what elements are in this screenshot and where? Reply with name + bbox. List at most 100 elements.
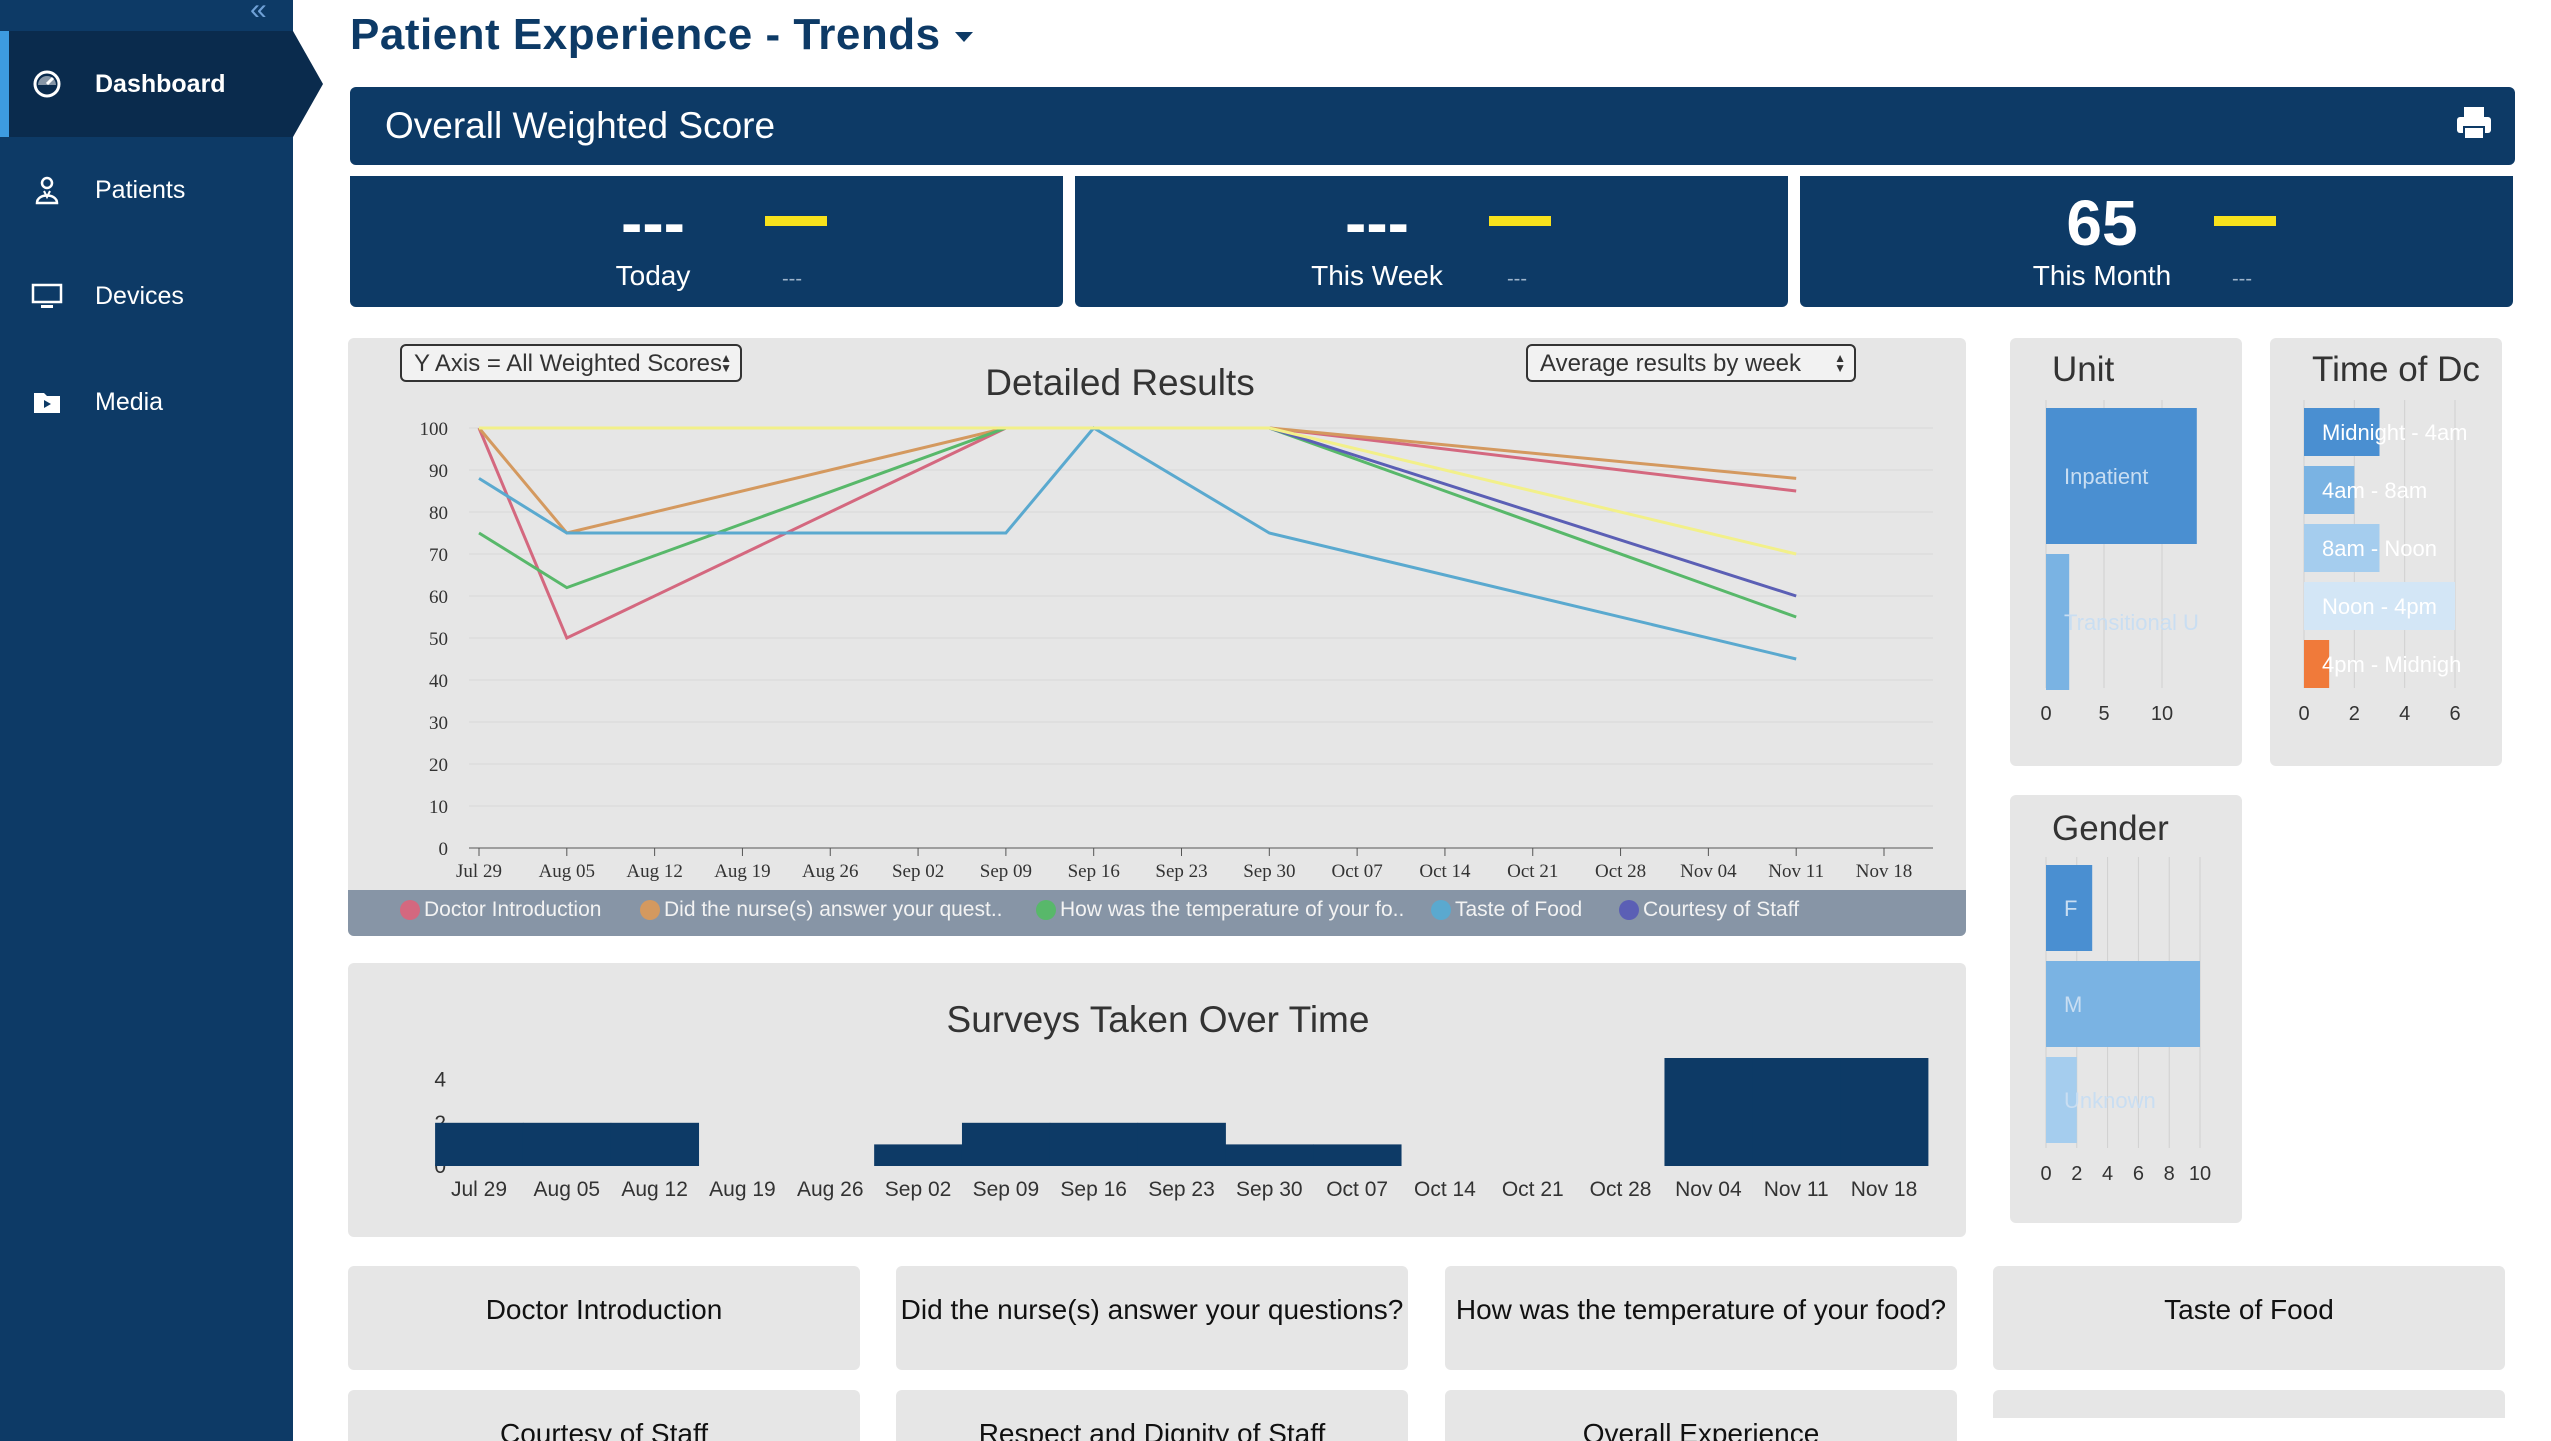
x-tick-label: 10 [2151,703,2173,725]
period-select[interactable]: Average results by week ▲ ▼ [1526,344,1856,382]
x-tick-label: Sep 09 [980,861,1032,882]
category-bar [2046,865,2093,951]
x-tick-label: Sep 30 [1236,1178,1303,1201]
x-tick-label: Oct 14 [1414,1178,1476,1201]
gender-chart: 0 2 4 6 8 10 F M Unknown [2040,857,2211,1185]
double-chevron-left-icon[interactable]: « [250,0,267,26]
x-tick-label: 0 [2040,703,2051,725]
survey-bar [1049,1122,1139,1166]
question-card-food-temperature[interactable]: How was the temperature of your food? [1445,1266,1957,1370]
sidebar-item-dashboard[interactable]: Dashboard [0,31,323,137]
kpi-trend-bar [765,216,827,226]
x-tick-label: 5 [2098,703,2109,725]
category-label: F [2064,896,2077,921]
printer-icon[interactable] [2455,105,2493,141]
y-tick-label: 70 [429,545,448,566]
question-card-label: Courtesy of Staff [499,1418,709,1441]
y-tick-label: 80 [429,503,448,524]
question-card-taste-of-food[interactable]: Taste of Food [1993,1266,2505,1370]
y-axis-select[interactable]: Y Axis = All Weighted Scores ▲ ▼ [400,344,742,382]
page-title[interactable]: Patient Experience - Trends [350,10,973,60]
survey-bar [522,1122,612,1166]
y-tick-label: 0 [439,839,449,860]
score-header: Overall Weighted Score [350,87,2515,165]
x-tick-label: Oct 28 [1590,1178,1652,1201]
x-tick-label: Jul 29 [451,1178,507,1201]
series-line [477,426,1797,535]
category-bar [2046,408,2197,544]
time-of-day-panel: Time of Dc 0 2 4 6 Midnight - 4am 4am - 8am 8a… [2270,338,2502,766]
patient-icon [30,173,64,207]
x-tick-label: Aug 19 [714,861,770,882]
x-tick-label: 6 [2133,1163,2144,1185]
detailed-results-panel: Y Axis = All Weighted Scores ▲ ▼ Detailed … [348,338,1966,936]
caret-down-icon [954,32,973,43]
score-title: Overall Weighted Score [385,105,776,146]
series-line [479,426,1797,556]
question-card-respect-dignity[interactable]: Respect and Dignity of Staff [896,1390,1408,1441]
kpi-this-week: --- This Week --- [1075,176,1788,307]
y-tick-label: 10 [429,797,448,818]
kpi-label: This Week [1311,260,1443,291]
chart-legend: Doctor Introduction Did the nurse(s) answ… [348,890,1966,936]
sidebar-item-media[interactable]: Media [0,349,293,455]
dashboard-icon [30,67,64,101]
sidebar-item-devices[interactable]: Devices [0,243,293,349]
x-tick-label: Aug 12 [626,861,682,882]
x-tick-label: Aug 26 [802,861,858,882]
kpi-trend-bar [2214,216,2276,226]
legend-item[interactable]: Did the nurse(s) answer your quest.. [640,898,1002,922]
survey-bar [435,1122,524,1166]
category-label: M [2064,992,2082,1017]
x-tick-label: Nov 11 [1768,861,1824,882]
survey-bar [1664,1058,1753,1166]
kpi-today: --- Today --- [350,176,1063,307]
survey-bar [1225,1144,1314,1166]
legend-dot-icon [1036,900,1056,920]
y-axis-select-value: Y Axis = All Weighted Scores [414,350,722,377]
select-arrows-icon: ▲ ▼ [1834,351,1846,375]
sidebar-item-patients[interactable]: Patients [0,137,293,243]
category-label: Noon - 4pm [2322,594,2437,619]
survey-bar [1137,1122,1226,1166]
question-card-label: Overall Experience [1582,1418,1820,1441]
question-card-courtesy-of-staff[interactable]: Courtesy of Staff [348,1390,860,1441]
x-tick-label: Nov 04 [1680,861,1737,882]
monitor-icon [30,279,64,313]
x-tick-label: Aug 12 [621,1178,688,1201]
x-tick-label: Nov 18 [1851,1178,1918,1201]
series-line [478,426,1797,661]
media-folder-icon [30,385,64,419]
question-card-nurse-answer[interactable]: Did the nurse(s) answer your questions? [896,1266,1408,1370]
legend-dot-icon [640,900,660,920]
legend-label: Courtesy of Staff [1643,898,1800,921]
y-tick-label: 40 [429,671,448,692]
kpi-sub: --- [2232,268,2252,290]
legend-item[interactable]: Doctor Introduction [400,898,601,922]
legend-item[interactable]: Taste of Food [1431,898,1582,922]
surveys-title: Surveys Taken Over Time [946,999,1370,1040]
y-tick-label: 30 [429,713,448,734]
legend-dot-icon [1619,900,1639,920]
question-card-overall-experience[interactable]: Overall Experience [1445,1390,1957,1441]
x-tick-label: Aug 05 [539,861,595,882]
sidebar: « Dashboard Patients Devices Media [0,0,323,1441]
question-card-label: How was the temperature of your food? [1455,1294,1947,1325]
survey-bar [1840,1058,1929,1166]
x-tick-label: Aug 05 [534,1178,601,1201]
kpi-label: This Month [2032,260,2172,291]
question-card-doctor-introduction[interactable]: Doctor Introduction [348,1266,860,1370]
x-tick-label: Sep 09 [973,1178,1040,1201]
kpi-trend-bar [1489,216,1551,226]
x-tick-label: 6 [2449,703,2460,725]
question-card-placeholder[interactable] [1993,1390,2505,1418]
legend-label: Taste of Food [1455,898,1583,921]
y-tick-label: 20 [429,755,448,776]
legend-item[interactable]: How was the temperature of your fo.. [1036,898,1404,922]
x-tick-label: Nov 18 [1856,861,1912,882]
x-tick-label: Sep 30 [1243,861,1295,882]
x-tick-label: 0 [2040,1163,2051,1185]
legend-item[interactable]: Courtesy of Staff [1619,898,1799,922]
